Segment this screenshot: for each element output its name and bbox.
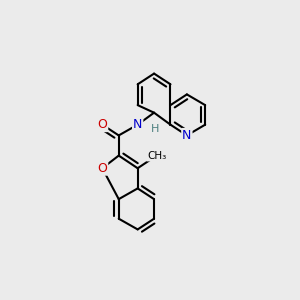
Text: H: H [150, 124, 159, 134]
Text: N: N [133, 118, 142, 131]
Text: O: O [98, 118, 107, 131]
Text: N: N [182, 129, 192, 142]
Text: O: O [98, 162, 107, 175]
Text: CH₃: CH₃ [147, 151, 166, 160]
